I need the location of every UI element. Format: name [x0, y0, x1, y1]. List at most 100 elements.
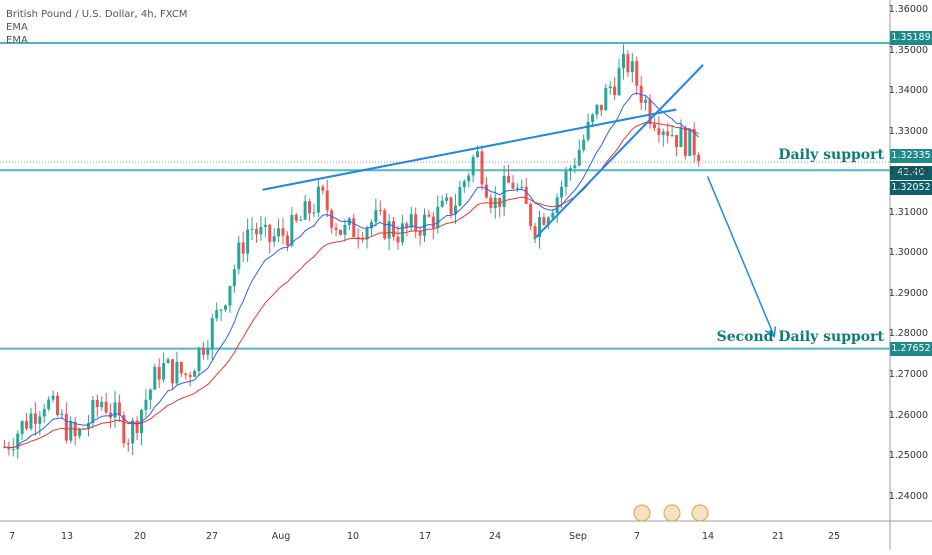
candle-body — [224, 305, 228, 310]
candle-body — [316, 186, 320, 213]
ema-fast-line — [4, 92, 699, 449]
candle-body — [591, 114, 595, 122]
candle-body — [33, 413, 37, 424]
candle-body — [25, 421, 29, 429]
candle-body — [277, 228, 281, 237]
candle-body — [626, 54, 630, 73]
candle-body — [325, 190, 329, 211]
event-marker-icon — [691, 504, 709, 522]
candle-body — [471, 157, 475, 176]
candle-body — [250, 228, 254, 230]
candle-body — [206, 349, 210, 355]
second-support-price-tag: 1.27652 — [890, 342, 932, 356]
candle-body — [78, 429, 82, 437]
candle-body — [210, 318, 214, 350]
candle-body — [573, 165, 577, 169]
candle-body — [338, 229, 342, 235]
candle-body — [281, 228, 285, 236]
candle-body — [170, 359, 174, 384]
candle-body — [201, 347, 205, 355]
candle-body — [109, 412, 113, 418]
candle-body — [555, 197, 559, 213]
candle-body — [179, 361, 183, 374]
candle-body — [321, 186, 325, 191]
candle-body — [378, 210, 382, 212]
event-marker-icon — [633, 504, 651, 522]
candle-body — [60, 413, 64, 415]
candle-body — [369, 222, 373, 229]
time-axis-tick-label: Aug — [271, 531, 291, 542]
candle-body — [666, 131, 670, 136]
price-axis-tick-label: 1.24000 — [888, 490, 928, 502]
time-axis-tick-label: 7 — [633, 531, 641, 542]
candle-body — [64, 413, 68, 441]
candle-body — [431, 216, 435, 229]
candle-body — [131, 420, 135, 444]
price-axis-tick-label: 1.31000 — [888, 206, 928, 218]
candle-body — [157, 366, 161, 380]
candle-body — [51, 395, 55, 400]
ema-indicator-label-1[interactable]: EMA — [6, 22, 28, 33]
price-axis-tick-label: 1.34000 — [888, 85, 928, 97]
time-axis-tick-label: 14 — [701, 531, 715, 542]
candle-body — [613, 86, 617, 96]
candle-body — [254, 228, 258, 235]
candle-body — [104, 401, 108, 413]
candle-body — [16, 433, 20, 450]
candle-body — [697, 154, 701, 161]
lower-trendline-line — [533, 64, 704, 240]
candle-body — [436, 206, 440, 229]
candle-body — [599, 104, 603, 111]
candle-body — [95, 399, 99, 408]
candle-body — [529, 203, 533, 227]
candle-body — [683, 127, 687, 156]
time-axis-tick-label: 7 — [8, 531, 16, 542]
candle-body — [405, 223, 409, 228]
candle-body — [661, 131, 665, 135]
candle-body — [299, 219, 303, 221]
ema-indicator-label-2[interactable]: EMA — [6, 35, 28, 46]
candle-body — [272, 236, 276, 242]
candle-body — [343, 224, 347, 235]
candle-body — [467, 175, 471, 182]
ema-slow-line — [4, 121, 699, 448]
price-axis-tick-label: 1.35000 — [888, 44, 928, 56]
candle-body — [577, 149, 581, 166]
candle-body — [232, 269, 236, 287]
candle-body — [113, 402, 117, 418]
candle-body — [458, 187, 462, 206]
candle-body — [219, 309, 223, 311]
candle-body — [29, 413, 33, 429]
candle-body — [608, 86, 612, 89]
candle-body — [365, 228, 369, 240]
candle-body — [246, 229, 250, 254]
candle-body — [621, 54, 625, 69]
price-axis-tick-label: 1.33000 — [888, 125, 928, 137]
price-axis-tick-label: 1.25000 — [888, 450, 928, 462]
candle-body — [542, 217, 546, 225]
time-axis-tick-label: 20 — [133, 531, 147, 542]
candle-body — [507, 175, 511, 183]
candle-body — [409, 214, 413, 228]
candle-body — [100, 401, 104, 408]
candle-body — [294, 215, 298, 221]
price-axis-tick-label: 1.27000 — [888, 369, 928, 381]
candle-body — [334, 227, 338, 230]
candle-body — [135, 420, 139, 434]
candle-body — [122, 415, 126, 444]
candle-body — [445, 197, 449, 201]
candle-body — [188, 375, 192, 377]
candle-body — [86, 423, 90, 429]
countdown-tag: 42:40 — [890, 166, 932, 180]
projection-arrow-line — [706, 176, 775, 337]
daily-support-annotation: Daily support — [778, 147, 884, 163]
candle-body — [56, 395, 60, 415]
time-axis-tick-label: 24 — [488, 531, 502, 542]
candle-body — [546, 217, 550, 225]
candle-body — [449, 197, 453, 215]
candle-body — [2, 446, 6, 448]
price-axis-tick-label: 1.28000 — [888, 328, 928, 340]
candle-body — [524, 186, 528, 204]
